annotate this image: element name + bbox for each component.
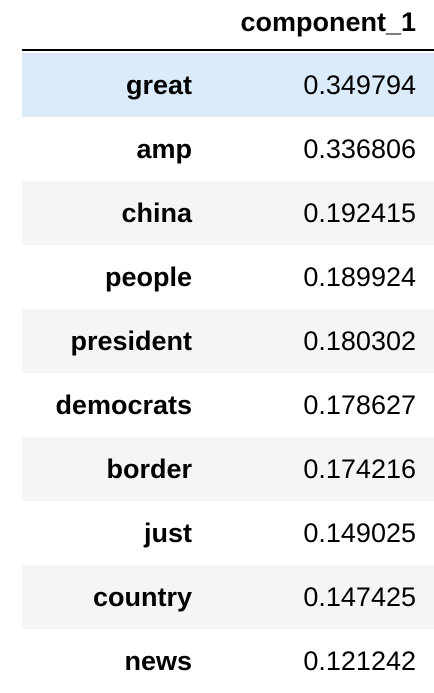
table-row[interactable]: democrats 0.178627 (22, 373, 434, 437)
row-index-label: people (104, 262, 192, 292)
row-index-label: china (121, 198, 192, 228)
table-row[interactable]: people 0.189924 (22, 245, 434, 309)
row-index-label: border (106, 454, 192, 484)
row-value-cell: 0.192415 (303, 198, 416, 228)
row-value-cell: 0.189924 (303, 262, 416, 292)
row-index-label: president (70, 326, 192, 356)
table-body: great 0.349794 amp 0.336806 china 0.192415 peo… (22, 53, 434, 693)
column-header-component-1: component_1 (240, 7, 416, 37)
row-value-cell: 0.178627 (303, 390, 416, 420)
row-value-cell: 0.349794 (303, 70, 416, 100)
header-divider (22, 49, 434, 51)
row-index-label: great (125, 70, 192, 100)
row-index-label: just (143, 518, 192, 548)
row-value-cell: 0.336806 (303, 134, 416, 164)
table-row[interactable]: president 0.180302 (22, 309, 434, 373)
row-index-label: amp (136, 134, 192, 164)
row-value-cell: 0.180302 (303, 326, 416, 356)
row-index-label: country (92, 582, 192, 612)
row-index-label: news (124, 646, 192, 676)
table-row[interactable]: great 0.349794 (22, 53, 434, 117)
table-row[interactable]: just 0.149025 (22, 501, 434, 565)
table-row[interactable]: country 0.147425 (22, 565, 434, 629)
row-value-cell: 0.149025 (303, 518, 416, 548)
table-row[interactable]: border 0.174216 (22, 437, 434, 501)
row-value-cell: 0.174216 (303, 454, 416, 484)
table-row[interactable]: news 0.121242 (22, 629, 434, 693)
table-row[interactable]: amp 0.336806 (22, 117, 434, 181)
table-header: component_1 (0, 0, 434, 51)
row-index-label: democrats (55, 390, 192, 420)
table-row[interactable]: china 0.192415 (22, 181, 434, 245)
row-value-cell: 0.121242 (303, 646, 416, 676)
row-value-cell: 0.147425 (303, 582, 416, 612)
